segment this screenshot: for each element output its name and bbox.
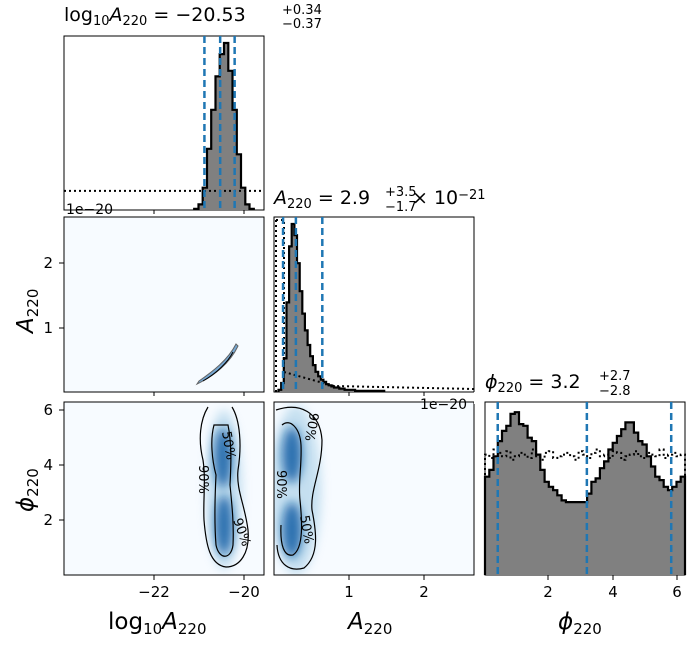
contour-90-phi-log — [199, 406, 249, 568]
density-halo-amp — [274, 405, 321, 575]
panel-contour-phi-log-frame — [63, 401, 265, 576]
xtick-log-m20: −20 — [228, 583, 260, 601]
xlabel-phi220: ϕ220 — [558, 609, 602, 638]
title-phi220: ϕ220 = 3.2 — [485, 371, 581, 396]
contour-label-90-left-log: 90% — [195, 465, 210, 494]
xtick-phi-6: 6 — [672, 583, 682, 601]
title-log10A220-sup: +0.34 — [282, 3, 322, 18]
prior-line-phi220 — [484, 448, 686, 575]
offset-mask-amp — [474, 392, 484, 404]
contour-50-phi-amp — [280, 422, 303, 556]
xtick-log-m22: −22 — [138, 583, 170, 601]
contour-50-phi-log — [211, 424, 234, 557]
xlabel-log10A220: log10A220 — [108, 609, 207, 638]
title-phi220-subunc: −2.8 — [599, 384, 631, 399]
posterior-fill-log10A220 — [194, 43, 254, 210]
contour-label-90-top-amp: 90% — [301, 411, 321, 442]
offset-label-log-hist: 1e−20 — [66, 202, 113, 218]
title-A220-sup: +3.5 — [385, 185, 417, 200]
ytick-phi-4: 4 — [43, 456, 53, 474]
contour-50-amp-log — [202, 351, 234, 382]
title-A220-tail: × 10−21 — [412, 187, 486, 209]
posterior-outline-A220 — [277, 222, 386, 392]
xlabel-A220: A220 — [346, 609, 392, 638]
panel-contour-amp-log-frame — [63, 216, 265, 393]
title-A220: A220 = 2.9 — [272, 187, 370, 212]
panel-contour-phi-amp-frame — [273, 401, 475, 576]
contour-phi220-vs-A220: 90% 50% 90% — [273, 405, 323, 575]
ytick-amp-2: 2 — [43, 254, 53, 272]
contour-label-90-left-amp: 90% — [273, 470, 288, 499]
histogram-phi220 — [483, 402, 687, 575]
title-phi220-sup: +2.7 — [599, 369, 631, 384]
tick-labels: 2 1 6 4 2 −22 −20 1 2 2 4 6 — [43, 254, 681, 601]
panel-contour-amp-log-bg — [64, 217, 264, 392]
offset-label-amp-hist: 1e−20 — [420, 397, 467, 413]
xtick-phi-4: 4 — [608, 583, 618, 601]
title-A220-subunc: −1.7 — [385, 200, 417, 215]
ytick-phi-6: 6 — [43, 401, 53, 419]
contour-A220-vs-log10A220 — [195, 343, 239, 386]
xtick-amp-1: 1 — [344, 583, 354, 601]
contour-phi220-vs-log10A220: 50% 90% 90% — [195, 406, 253, 570]
contour-label-50-amp: 50% — [296, 514, 316, 545]
title-log10A220: log10A220 = −20.53 — [64, 4, 246, 29]
xtick-amp-2: 2 — [419, 583, 429, 601]
xtick-phi-2: 2 — [543, 583, 553, 601]
ytick-amp-1: 1 — [43, 319, 53, 337]
contour-90-phi-amp — [275, 406, 323, 570]
histogram-log10A220 — [64, 36, 264, 210]
title-log10A220-subunc: −0.37 — [282, 17, 322, 32]
ylabel-A220: A220 — [13, 289, 42, 335]
ylabel-phi220: ϕ220 — [13, 468, 42, 512]
contour-label-50-log: 50% — [218, 430, 238, 461]
histogram-A220 — [275, 217, 475, 392]
ytick-phi-2: 2 — [43, 511, 53, 529]
axis-ticks — [59, 210, 678, 580]
posterior-fill-A220 — [278, 224, 385, 392]
